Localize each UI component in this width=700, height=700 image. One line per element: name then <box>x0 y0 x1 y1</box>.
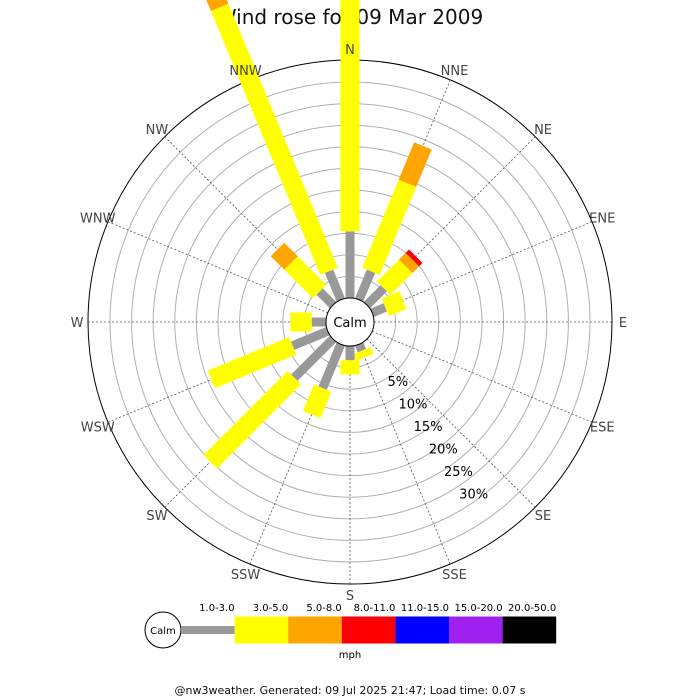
bar-nnw-5.0-8.0 <box>206 0 229 12</box>
bar-nw-3.0-5.0 <box>284 256 327 299</box>
bar-sw-1.0-3.0 <box>291 335 337 381</box>
bar-wsw-3.0-5.0 <box>207 336 297 389</box>
bar-ne-1.0-3.0 <box>363 285 387 309</box>
direction-label-nnw: NNW <box>229 64 261 79</box>
bar-nw-5.0-8.0 <box>270 242 298 270</box>
bar-ne-5.0-8.0 <box>398 252 420 274</box>
legend-label-20.0-50.0: 20.0-50.0 <box>508 603 556 614</box>
calm-circle <box>325 297 375 347</box>
bar-ene-3.0-5.0 <box>381 291 407 317</box>
legend-swatch-11.0-15.0 <box>395 616 449 644</box>
bar-sse-3.0-5.0 <box>353 347 374 362</box>
direction-label-wnw: WNW <box>80 212 116 227</box>
legend-label-11.0-15.0: 11.0-15.0 <box>401 603 449 614</box>
direction-label-ne: NE <box>534 123 552 138</box>
legend-swatch-20.0-50.0 <box>502 616 557 644</box>
bar-nne-3.0-5.0 <box>362 179 417 275</box>
speed-legend: Calm 1.0-3.0 3.0-5.0 5.0-8.0 8.0-11.0 11.0-15… <box>144 603 557 661</box>
direction-label-nw: NW <box>146 123 169 138</box>
legend-unit-label: mph <box>339 650 361 661</box>
percent-label: 30% <box>459 487 488 502</box>
footer-text: @nw3weather. Generated: 09 Jul 2025 21:4… <box>174 684 526 697</box>
legend-swatch-8.0-11.0 <box>341 616 396 644</box>
direction-label-w: W <box>71 316 84 331</box>
legend-swatch-3.0-5.0 <box>234 616 289 644</box>
direction-label-ene: ENE <box>589 212 615 227</box>
direction-label-sse: SSE <box>442 568 467 583</box>
calm-circle-group: Calm <box>325 297 375 347</box>
percent-label: 5% <box>387 375 408 390</box>
bar-sw-3.0-5.0 <box>203 370 302 469</box>
direction-label-ssw: SSW <box>231 568 261 583</box>
calm-label: Calm <box>333 316 366 331</box>
percent-label: 15% <box>414 420 443 435</box>
direction-label-sw: SW <box>146 509 167 524</box>
percent-labels: 5% 10% 15% 20% 25% 30% <box>387 375 488 502</box>
bar-ene-1.0-3.0 <box>370 303 388 317</box>
legend-swatch-5.0-8.0 <box>288 616 342 644</box>
direction-label-wsw: WSW <box>81 420 115 435</box>
legend-swatch-15.0-20.0 <box>449 616 503 644</box>
legend-label-5.0-8.0: 5.0-8.0 <box>306 603 341 614</box>
legend-label-3.0-5.0: 3.0-5.0 <box>253 603 288 614</box>
bar-ne-3.0-5.0 <box>377 259 413 295</box>
bar-nnw-3.0-5.0 <box>210 3 338 275</box>
direction-label-ese: ESE <box>590 420 615 435</box>
direction-label-nne: NNE <box>441 64 469 79</box>
legend-label-8.0-11.0: 8.0-11.0 <box>354 603 396 614</box>
bar-nne-1.0-3.0 <box>355 269 376 302</box>
legend-label-1.0-3.0: 1.0-3.0 <box>199 603 234 614</box>
direction-label-s: S <box>346 589 354 604</box>
bar-wsw-1.0-3.0 <box>290 327 330 350</box>
legend-calm-label: Calm <box>150 626 176 637</box>
bar-ssw-3.0-5.0 <box>302 384 332 419</box>
bar-nne-5.0-8.0 <box>398 142 432 187</box>
bar-ssw-1.0-3.0 <box>318 342 345 390</box>
direction-label-e: E <box>619 316 627 331</box>
direction-label-se: SE <box>535 509 551 524</box>
bar-nnw-1.0-3.0 <box>324 269 345 302</box>
bar-ne-8.0-11.0 <box>405 249 423 267</box>
direction-labels: N NNE NE ENE E ESE SE SSE S SSW SW WSW W WNW NW NNW <box>71 43 628 604</box>
percent-label: 10% <box>398 397 427 412</box>
bar-sse-1.0-3.0 <box>355 342 367 353</box>
legend-label-15.0-20.0: 15.0-20.0 <box>454 603 502 614</box>
wind-bars <box>203 0 432 469</box>
direction-label-n: N <box>345 43 355 58</box>
percent-label: 25% <box>444 465 473 480</box>
bar-nw-1.0-3.0 <box>316 288 337 309</box>
percent-label: 20% <box>429 442 458 457</box>
legend-swatch-1.0-3.0 <box>181 626 235 634</box>
